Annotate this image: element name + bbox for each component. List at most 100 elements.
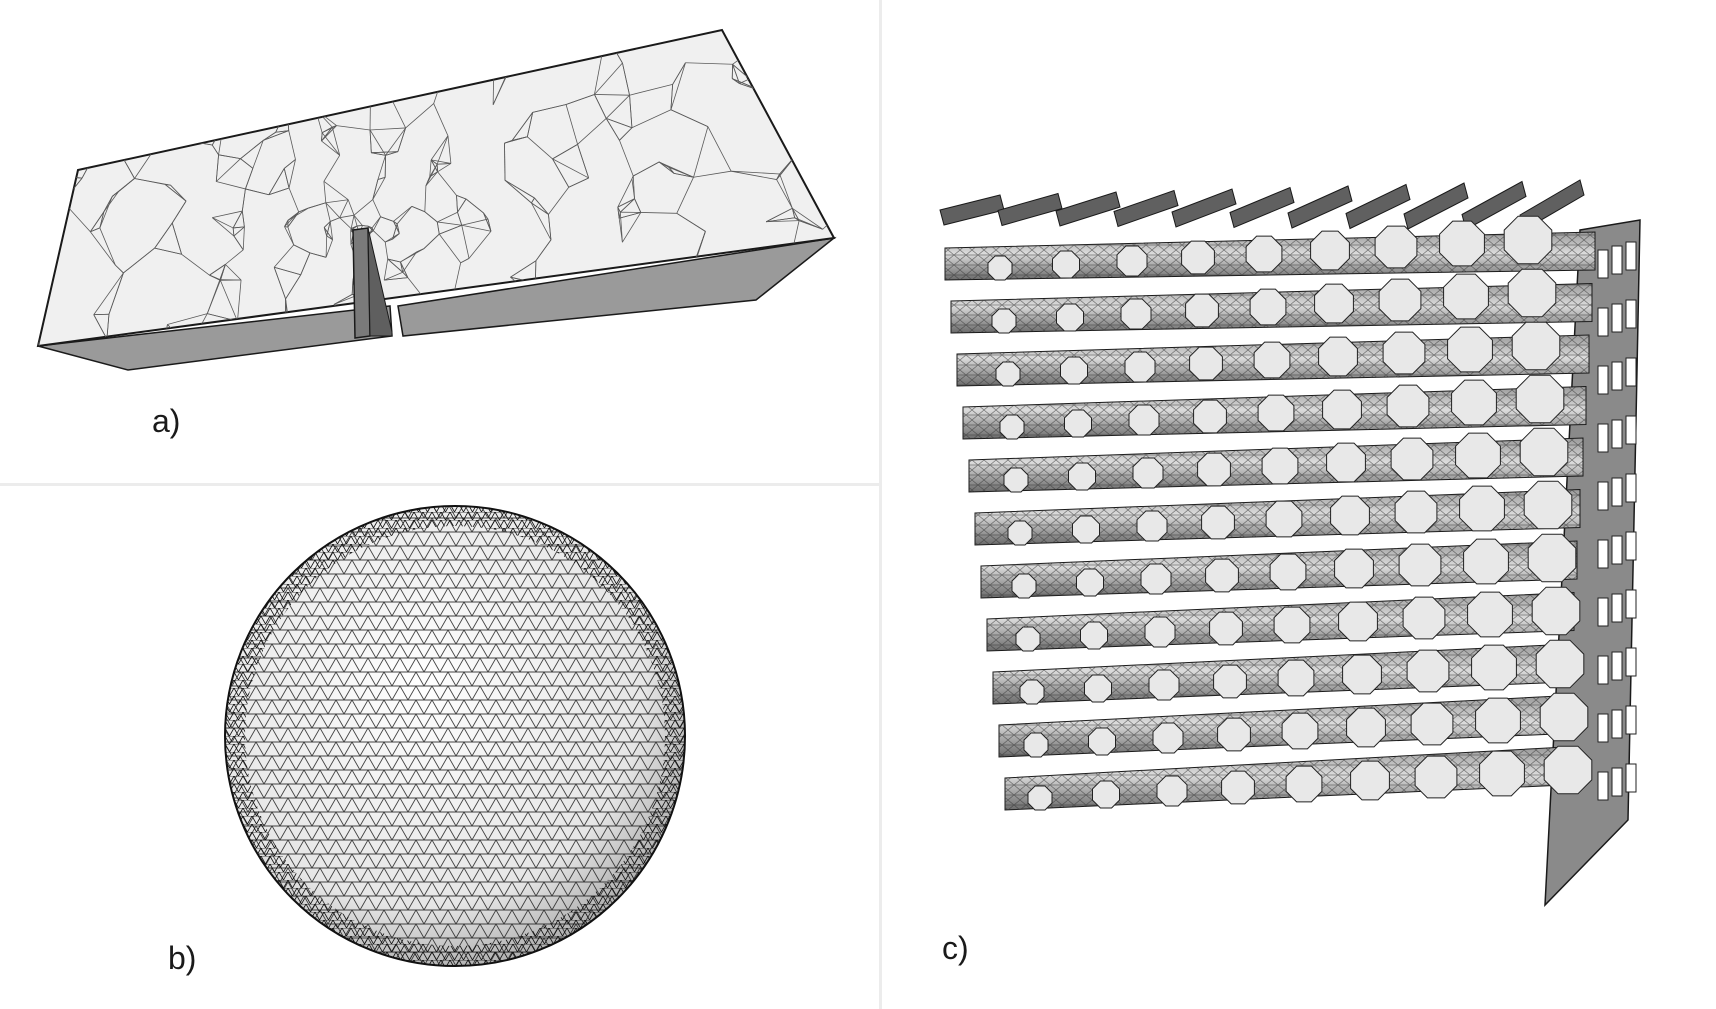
rod-end-cap: [1519, 427, 1569, 477]
rod-end-cap: [1148, 669, 1180, 701]
rod-end-cap: [1261, 447, 1299, 485]
rod-end-cap: [1027, 785, 1053, 811]
rod-end-cap: [1531, 586, 1581, 636]
rod-end-cap: [1080, 621, 1108, 650]
lattice-side-hole: [1625, 589, 1637, 619]
rod-end-cap: [1003, 467, 1029, 493]
rod-end-cap: [1072, 515, 1100, 544]
rod-end-cap: [1269, 553, 1307, 591]
rod-end-cap: [1076, 568, 1104, 597]
lattice-side-hole: [1625, 473, 1637, 503]
sphere-outline: [224, 505, 686, 967]
rod-end-cap: [1322, 389, 1362, 430]
rod-end-cap: [1507, 268, 1557, 318]
rod-end-cap: [1318, 336, 1358, 377]
lattice-side-hole: [1597, 307, 1609, 337]
rod-end-cap: [1443, 273, 1489, 320]
rod-end-cap: [1124, 351, 1156, 383]
rod-end-cap: [1213, 664, 1247, 699]
rod-end-cap: [1281, 712, 1319, 750]
slot-side: [367, 227, 393, 337]
rod-end-cap: [1128, 404, 1160, 436]
rod-end-cap: [1334, 548, 1374, 589]
lattice-top-bar: [939, 194, 1005, 226]
rod-end-cap: [1092, 780, 1120, 809]
rod-end-cap: [1052, 250, 1080, 279]
rod-end-cap: [1342, 654, 1382, 695]
rod-end-cap: [1471, 644, 1517, 691]
lattice-side-hole: [1597, 365, 1609, 395]
lattice-side-hole: [1611, 477, 1623, 507]
rod-end-cap: [1346, 707, 1386, 748]
rod-end-cap: [1273, 606, 1311, 644]
lattice-rod-ends: [987, 215, 1593, 811]
rod-end-cap: [1011, 573, 1037, 599]
rod-end-cap: [1386, 384, 1430, 428]
rod-end-cap: [1414, 755, 1458, 799]
panel-divider-horizontal: [0, 483, 879, 486]
rod-end-cap: [1193, 399, 1227, 434]
rod-end-cap: [1394, 490, 1438, 534]
rod-end-cap: [1543, 745, 1593, 795]
rod-end-cap: [1217, 717, 1251, 752]
lattice-side-hole: [1625, 647, 1637, 677]
rod-end-cap: [1503, 215, 1553, 265]
lattice-side-hole: [1611, 535, 1623, 565]
rod-end-cap: [1152, 722, 1184, 754]
lattice-side-hole: [1611, 767, 1623, 797]
lattice-side-hole: [1611, 419, 1623, 449]
rod-end-cap: [1310, 230, 1350, 271]
rod-end-cap: [1439, 220, 1485, 267]
rod-end-cap: [1285, 765, 1323, 803]
lattice-side-hole: [1625, 299, 1637, 329]
rod-end-cap: [1523, 480, 1573, 530]
lattice-top-bar: [1171, 188, 1237, 228]
rod-end-cap: [1064, 409, 1092, 438]
rod-end-cap: [1221, 770, 1255, 805]
lattice-side-hole: [1625, 531, 1637, 561]
rod-end-cap: [987, 255, 1013, 281]
lattice-side-hole: [1597, 655, 1609, 685]
rod-end-cap: [1189, 346, 1223, 381]
lattice-top-bar: [997, 192, 1063, 227]
rod-end-cap: [1314, 283, 1354, 324]
lattice-side-hole: [1597, 713, 1609, 743]
rod-end-cap: [1144, 616, 1176, 648]
rod-end-cap: [1378, 278, 1422, 322]
lattice-top-bar: [1287, 185, 1353, 229]
rod-end-cap: [1406, 649, 1450, 693]
rod-end-cap: [1201, 505, 1235, 540]
rod-end-cap: [1330, 495, 1370, 536]
rod-end-cap: [1084, 674, 1112, 703]
lattice-side-hole: [1625, 415, 1637, 445]
lattice-side-hole: [1597, 597, 1609, 627]
rod-end-cap: [1249, 288, 1287, 326]
rod-end-cap: [1455, 432, 1501, 479]
rod-end-cap: [999, 414, 1025, 440]
rod-end-cap: [1402, 596, 1446, 640]
lattice-top-bars: [939, 179, 1585, 231]
rod-end-cap: [1447, 326, 1493, 373]
lattice-side-hole: [1597, 771, 1609, 801]
panel-label-c: c): [942, 930, 969, 966]
lattice-side-hole: [1625, 357, 1637, 387]
rod-end-cap: [1398, 543, 1442, 587]
rod-end-cap: [991, 308, 1017, 334]
rod-end-cap: [1060, 356, 1088, 385]
lattice-side-hole: [1611, 303, 1623, 333]
rod-end-cap: [1023, 732, 1049, 758]
rod-end-cap: [1467, 591, 1513, 638]
rod-end-cap: [1382, 331, 1426, 375]
rod-end-cap: [1527, 533, 1577, 583]
box-front-face-right: [397, 236, 837, 337]
rod-end-cap: [1007, 520, 1033, 546]
lattice-side-hole: [1597, 481, 1609, 511]
lattice-top-bar: [1055, 191, 1121, 227]
rod-end-cap: [1463, 538, 1509, 585]
lattice-side-hole: [1611, 245, 1623, 275]
lattice-side-hole: [1611, 709, 1623, 739]
lattice-side-holes: [1597, 241, 1637, 801]
lattice-side-hole: [1597, 249, 1609, 279]
rod-end-cap: [1140, 563, 1172, 595]
